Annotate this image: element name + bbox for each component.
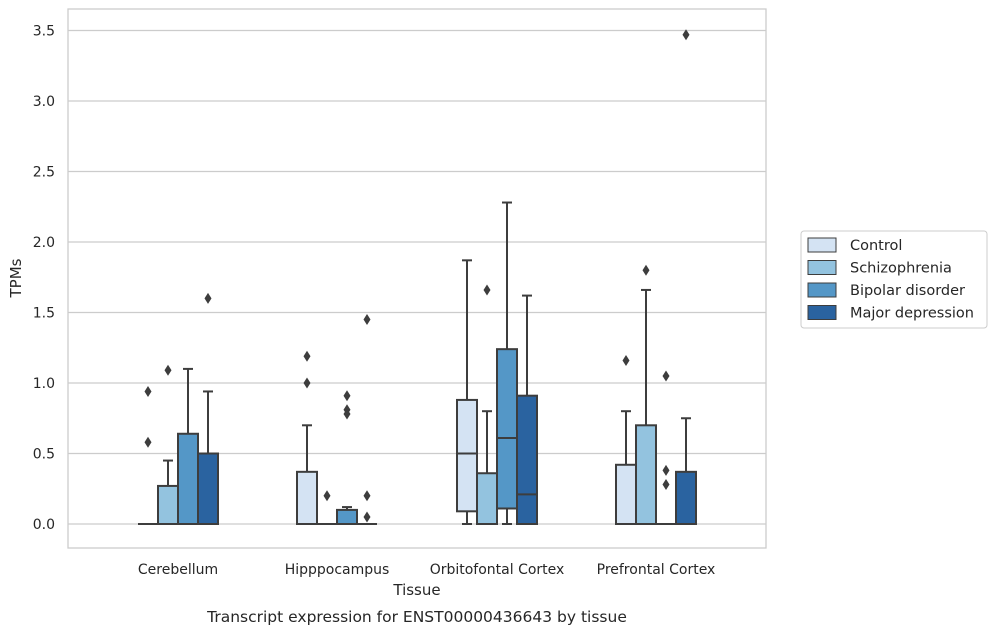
box-control — [615, 354, 637, 525]
outlier-point — [363, 490, 371, 502]
outlier-point — [363, 314, 371, 326]
legend-label: Schizophrenia — [850, 261, 952, 277]
outlier-point — [343, 390, 351, 402]
legend-label: Control — [850, 238, 902, 254]
y-tick-label: 3.5 — [33, 24, 55, 40]
plot-frame — [67, 8, 767, 549]
box-schizophrenia — [476, 284, 498, 525]
chart-caption: Transcript expression for ENST0000043664… — [206, 608, 627, 626]
box-iqr — [635, 424, 657, 525]
box-major-depression — [675, 29, 697, 525]
box-schizophrenia — [635, 264, 657, 525]
legend-swatch — [807, 237, 837, 253]
x-tick-label: Hipppocampus — [285, 562, 390, 578]
outlier-point — [144, 436, 152, 448]
outlier-point — [343, 408, 351, 420]
outlier-point — [303, 377, 311, 389]
outlier-point — [682, 29, 690, 41]
box-bipolar-disorder — [656, 370, 676, 525]
y-tick-label: 0.0 — [33, 517, 55, 533]
box-iqr — [197, 452, 219, 525]
y-tick-labels: 0.0 0.5 1.0 1.5 2.0 2.5 3.0 3.5 — [33, 24, 55, 534]
box-control — [296, 350, 318, 525]
legend-label: Bipolar disorder — [850, 283, 965, 299]
box-control — [456, 259, 478, 525]
outlier-point — [303, 350, 311, 362]
box-iqr — [496, 348, 518, 510]
outlier-point — [164, 364, 172, 376]
x-tick-label: Cerebellum — [138, 562, 218, 578]
box-major-depression — [516, 294, 538, 525]
x-tick-label: Prefrontal Cortex — [597, 562, 716, 578]
box-schizophrenia — [157, 364, 179, 525]
outlier-point — [622, 354, 630, 366]
y-tick-label: 0.5 — [33, 447, 55, 463]
legend-swatch — [807, 305, 837, 320]
legend-frame — [800, 230, 988, 329]
y-tick-label: 2.0 — [33, 235, 55, 251]
box-schizophrenia — [317, 490, 337, 525]
gridlines — [68, 29, 766, 525]
y-tick-label: 1.0 — [33, 376, 55, 392]
box-iqr — [157, 484, 179, 525]
legend-swatch — [807, 282, 837, 298]
box-major-depression — [197, 292, 219, 525]
box-iqr — [177, 432, 199, 526]
legend: Control Schizophrenia Bipolar disorder Majo… — [800, 230, 988, 329]
box-iqr — [336, 508, 358, 525]
box-bipolar-disorder — [336, 390, 358, 525]
box-control — [138, 385, 158, 525]
box-iqr — [296, 470, 318, 525]
box-bipolar-disorder — [177, 367, 199, 526]
x-tick-labels: Cerebellum Hipppocampus Orbitofontal Corte… — [138, 562, 715, 578]
outlier-point — [144, 385, 152, 397]
box-major-depression — [357, 314, 377, 525]
box-iqr — [516, 394, 538, 525]
box-groups — [138, 29, 697, 526]
outlier-point — [662, 370, 670, 382]
x-tick-label: Orbitofontal Cortex — [430, 562, 565, 578]
outlier-point — [662, 479, 670, 491]
outlier-point — [204, 292, 212, 304]
outlier-point — [483, 284, 491, 296]
outlier-point — [662, 464, 670, 476]
x-axis-label: Tissue — [392, 581, 440, 599]
box-iqr — [476, 472, 498, 525]
outlier-point — [363, 511, 371, 523]
box-iqr — [615, 463, 637, 525]
box-iqr — [456, 398, 478, 513]
y-tick-label: 1.5 — [33, 306, 55, 322]
outlier-point — [642, 264, 650, 276]
outlier-point — [323, 490, 331, 502]
y-axis-label: TPMs — [7, 258, 25, 298]
box-bipolar-disorder — [496, 201, 518, 525]
legend-label: Major depression — [850, 306, 974, 322]
legend-swatch — [807, 260, 837, 275]
legend-items: Control Schizophrenia Bipolar disorder Majo… — [807, 237, 974, 322]
y-tick-label: 3.0 — [33, 94, 55, 110]
y-tick-label: 2.5 — [33, 165, 55, 181]
box-iqr — [675, 470, 697, 525]
